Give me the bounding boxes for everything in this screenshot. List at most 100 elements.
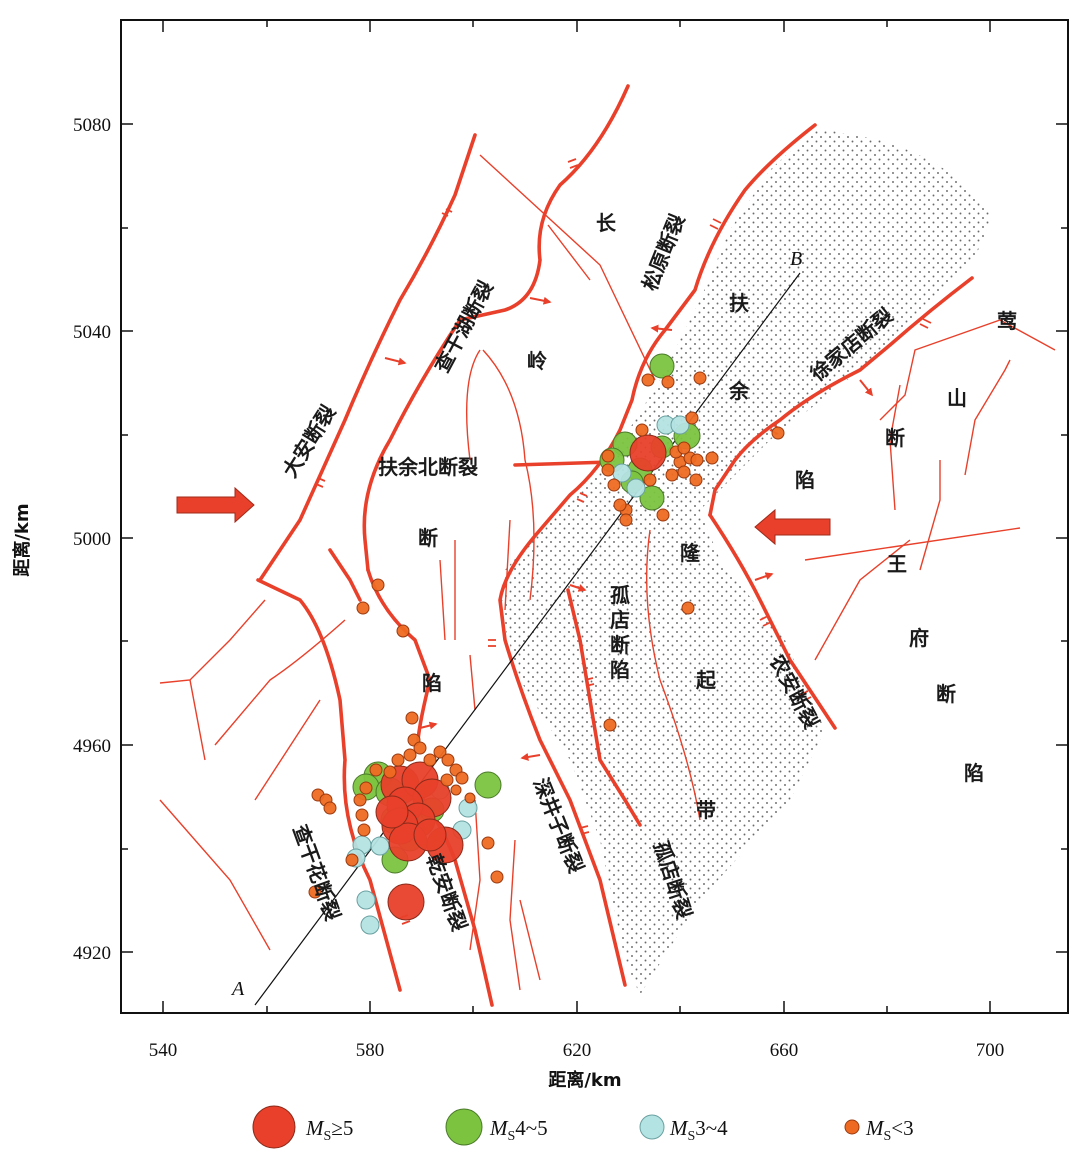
svg-text:店: 店 bbox=[610, 608, 630, 632]
fault-label-daan: 大安断裂 bbox=[278, 401, 341, 482]
earthquake-marker bbox=[383, 765, 397, 779]
earthquake-marker bbox=[353, 793, 367, 807]
earthquake-marker bbox=[474, 771, 502, 799]
fuyubei-fault bbox=[513, 460, 612, 467]
earthquake-marker bbox=[629, 434, 667, 472]
region-char: 府 bbox=[909, 626, 929, 650]
earthquake-marker bbox=[360, 915, 380, 935]
earthquake-marker bbox=[355, 808, 369, 822]
earthquake-marker bbox=[643, 473, 657, 487]
svg-text:断: 断 bbox=[610, 633, 630, 657]
earthquake-marker bbox=[670, 415, 690, 435]
legend-symbol-ms-4-5 bbox=[445, 1108, 483, 1146]
earthquake-marker bbox=[396, 624, 410, 638]
svg-text:孤: 孤 bbox=[610, 583, 630, 607]
y-tick-label: 5080 bbox=[73, 115, 111, 136]
earthquake-marker bbox=[635, 423, 649, 437]
legend-label: MS≥5 bbox=[305, 1116, 353, 1144]
region-char: 断 bbox=[936, 682, 956, 706]
earthquake-marker bbox=[689, 473, 703, 487]
region-char: 陷 bbox=[795, 468, 815, 492]
earthquake-marker bbox=[413, 818, 447, 852]
earthquake-marker bbox=[677, 441, 691, 455]
earthquake-marker bbox=[693, 371, 707, 385]
region-char: 陷 bbox=[422, 671, 442, 695]
region-char: 莺 bbox=[997, 309, 1017, 333]
earthquake-marker bbox=[613, 498, 627, 512]
region-char: 扶 bbox=[729, 291, 750, 315]
earthquake-marker bbox=[403, 748, 417, 762]
gudian-fault-inner bbox=[566, 588, 642, 827]
profile-label-b: B bbox=[790, 248, 802, 270]
x-tick-label: 660 bbox=[770, 1040, 799, 1061]
earthquake-marker bbox=[681, 601, 695, 615]
profile-label-a: A bbox=[230, 978, 245, 1000]
earthquake-marker bbox=[413, 741, 427, 755]
svg-text:陷: 陷 bbox=[610, 658, 630, 682]
region-char: 断 bbox=[418, 526, 438, 550]
region-char: 隆 bbox=[680, 541, 701, 565]
earthquake-marker bbox=[370, 836, 390, 856]
fuyu-uplift-stipple-zone bbox=[500, 128, 990, 995]
earthquake-marker bbox=[359, 781, 373, 795]
y-tick-label: 5000 bbox=[73, 529, 111, 550]
x-axis-title: 距离/km bbox=[548, 1069, 621, 1091]
earthquake-marker bbox=[345, 853, 359, 867]
legend-label: MS3~4 bbox=[669, 1116, 728, 1144]
earthquake-marker bbox=[387, 883, 425, 921]
legend-label: MS<3 bbox=[865, 1116, 914, 1144]
earthquake-marker bbox=[619, 513, 633, 527]
y-tick-label: 4960 bbox=[73, 736, 111, 757]
earthquake-marker bbox=[433, 745, 447, 759]
region-char: 断 bbox=[885, 426, 905, 450]
earthquake-marker bbox=[455, 771, 469, 785]
earthquake-marker bbox=[641, 373, 655, 387]
earthquake-marker bbox=[356, 601, 370, 615]
earthquake-marker bbox=[601, 449, 615, 463]
y-tick-label: 4920 bbox=[73, 943, 111, 964]
earthquake-marker bbox=[490, 870, 504, 884]
x-tick-label: 620 bbox=[563, 1040, 592, 1061]
daan-fault bbox=[258, 133, 477, 582]
region-char: 岭 bbox=[527, 349, 547, 373]
earthquake-marker bbox=[481, 836, 495, 850]
earthquake-marker bbox=[607, 478, 621, 492]
legend-label: MS4~5 bbox=[489, 1116, 548, 1144]
fault-label-songyuan: 松原断裂 bbox=[637, 211, 689, 294]
earthquake-marker bbox=[771, 426, 785, 440]
profile-line-ab bbox=[254, 272, 801, 1006]
earthquake-marker bbox=[665, 468, 679, 482]
earthquake-marker bbox=[391, 753, 405, 767]
earthquake-marker bbox=[323, 801, 337, 815]
gudian-depression-label: 孤 店 断 陷 bbox=[610, 583, 630, 682]
region-char: 王 bbox=[887, 552, 907, 576]
x-tick-label: 700 bbox=[976, 1040, 1005, 1061]
earthquake-marker bbox=[440, 773, 454, 787]
earthquake-marker bbox=[626, 478, 646, 498]
region-char: 带 bbox=[696, 798, 716, 822]
earthquake-marker bbox=[601, 463, 615, 477]
x-tick-label: 580 bbox=[356, 1040, 385, 1061]
earthquake-marker bbox=[357, 823, 371, 837]
fault-label-fuyubei: 扶余北断裂 bbox=[378, 455, 478, 479]
region-char: 起 bbox=[695, 668, 717, 692]
earthquake-marker bbox=[369, 763, 383, 777]
earthquake-marker bbox=[405, 711, 419, 725]
fault-hash-marks bbox=[315, 158, 932, 925]
nongan-fault bbox=[708, 513, 837, 730]
legend: MS≥5 MS4~5 MS3~4 MS<3 bbox=[252, 1105, 914, 1149]
xujiadian-fault bbox=[708, 276, 974, 517]
legend-symbol-ms-ge5 bbox=[252, 1105, 296, 1149]
earthquake-marker bbox=[705, 451, 719, 465]
axis-ticks bbox=[121, 20, 1068, 1013]
earthquake-marker bbox=[690, 453, 704, 467]
legend-symbol-ms-3-4 bbox=[639, 1114, 665, 1140]
earthquake-marker bbox=[677, 465, 691, 479]
earthquake-marker bbox=[375, 795, 409, 829]
earthquake-marker bbox=[450, 784, 462, 796]
earthquake-marker bbox=[656, 508, 670, 522]
earthquake-marker bbox=[649, 353, 675, 379]
fault-label-chaganhu: 查干湖断裂 bbox=[430, 277, 498, 377]
earthquake-marker bbox=[685, 411, 699, 425]
legend-symbol-ms-lt3 bbox=[844, 1119, 860, 1135]
